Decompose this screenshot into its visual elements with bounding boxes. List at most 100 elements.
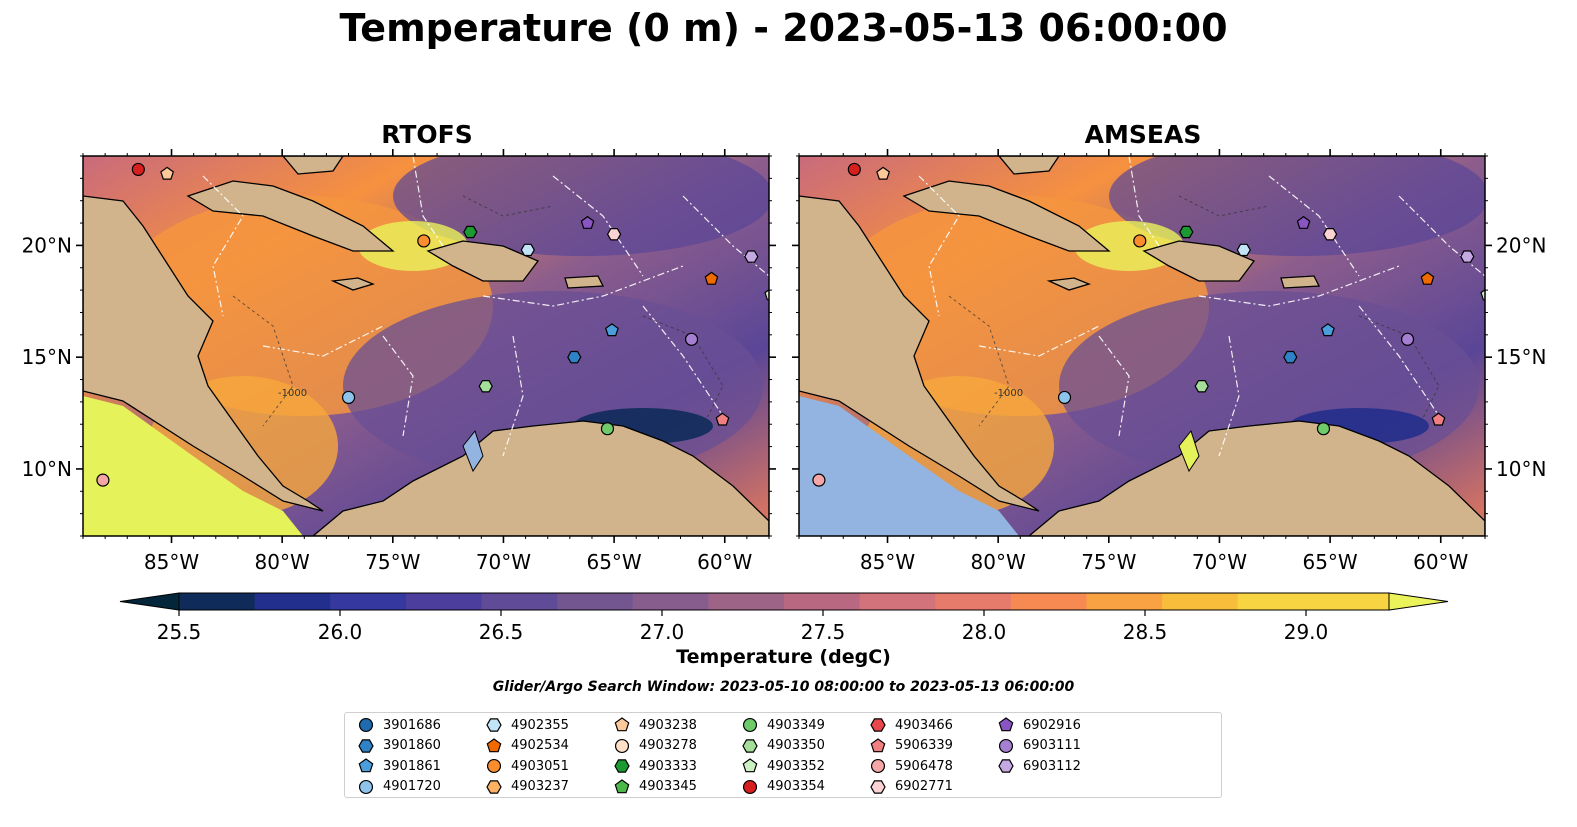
hexagon-marker-icon (486, 779, 502, 794)
legend-entry-4903278: 4903278 (613, 736, 697, 756)
legend-label: 6903112 (1023, 758, 1081, 774)
legend-marker (742, 779, 758, 794)
lon-tick-label: 60°W (1413, 550, 1468, 574)
legend-label: 3901860 (383, 738, 441, 753)
pentagon-marker-icon (742, 758, 758, 773)
observation-4903349 (1316, 422, 1331, 436)
colorbar-bin (1237, 593, 1314, 610)
pacific-ocean (799, 396, 1019, 536)
legend-entry-6903112: 6903112 (997, 756, 1081, 776)
lat-tick-label: 10°N (22, 457, 72, 481)
legend-label: 3901686 (383, 717, 441, 733)
legend-marker (358, 738, 374, 753)
legend-marker (614, 717, 630, 732)
legend-marker (358, 758, 374, 773)
eez-boundary (552, 175, 644, 277)
observation-6903111 (1400, 332, 1415, 346)
colorbar-bin (784, 593, 861, 610)
colorbar-bin (330, 593, 407, 610)
legend-entry-4903466: 4903466 (869, 715, 953, 735)
eez-boundary (1098, 335, 1130, 437)
figure-title: Temperature (0 m) - 2023-05-13 06:00:00 (339, 6, 1228, 50)
colorbar-bin (254, 593, 331, 610)
legend-label: 4903237 (511, 779, 569, 794)
circle-marker-icon (486, 758, 502, 774)
south-america (311, 420, 769, 536)
hexagon-marker-icon (742, 738, 758, 753)
observation-3901860 (567, 350, 582, 364)
eez-boundary (1398, 195, 1485, 277)
legend-label: 5906339 (895, 738, 953, 753)
colorbar-tick-label: 28.0 (962, 620, 1007, 640)
legend-entry-4903237: 4903237 (485, 777, 569, 797)
legend-marker (486, 718, 502, 732)
observation-4901720 (1057, 390, 1072, 404)
cuba (902, 180, 1111, 252)
legend-marker (870, 737, 886, 752)
legend-label: 6902771 (895, 779, 953, 794)
colorbar-bin (1313, 593, 1389, 610)
eez-boundary (1358, 305, 1440, 417)
legend-label: 4903466 (895, 717, 953, 733)
circle-marker-icon (614, 738, 630, 753)
bathymetry-label: -1000 (994, 388, 1023, 399)
legend-marker (998, 738, 1014, 753)
legend-label: 4903333 (639, 758, 697, 774)
colorbar-bin (935, 593, 1012, 610)
colorbar-label: Temperature (degC) (676, 646, 891, 668)
south-america (1027, 420, 1485, 536)
observation-4903333 (1179, 225, 1194, 239)
colorbar-bin (632, 593, 709, 610)
legend-marker (486, 737, 502, 752)
bathymetry-label: -1000 (278, 388, 307, 399)
legend-marker (358, 779, 374, 794)
eez-boundary (978, 325, 1100, 357)
florida-keys-bahamas (998, 156, 1060, 175)
legend-marker (998, 759, 1014, 773)
eez-boundary (502, 335, 524, 457)
legend-entry-4903238: 4903238 (613, 715, 697, 735)
eez-boundary (642, 305, 724, 417)
observation-4903238 (160, 166, 175, 180)
observation-5906339 (715, 412, 730, 426)
hexagon-marker-icon (486, 718, 502, 732)
legend-entry-4901720: 4901720 (357, 777, 441, 797)
hexagon-marker-icon (870, 718, 886, 732)
eez-boundary (682, 195, 769, 277)
lon-tick-label: 75°W (1081, 550, 1136, 574)
rtofs-map: -1000 85°W 80°W 75°W 70°W 65°W 60°W 20°N 15°N 10°… (22, 149, 776, 574)
jamaica (330, 277, 375, 291)
search-window-text: Glider/Argo Search Window: 2023-05-10 08… (492, 679, 1075, 695)
central-america (83, 195, 324, 512)
colorbar-frame (178, 592, 1390, 611)
circle-marker-icon (998, 738, 1014, 753)
observation-6903111 (684, 332, 699, 346)
lon-tick-label: 80°W (971, 550, 1026, 574)
legend-marker (614, 778, 630, 793)
legend-marker (998, 717, 1014, 732)
lat-tick-label: 10°N (1496, 457, 1546, 481)
legend-entry-4903345: 4903345 (613, 777, 697, 797)
legend-entry-4902355: 4902355 (485, 715, 569, 735)
legend-entry-5906478: 5906478 (869, 756, 953, 776)
hexagon-marker-icon (870, 779, 886, 794)
eez-boundary (1198, 265, 1400, 307)
pentagon-marker-icon (358, 758, 374, 773)
lon-tick-label: 70°W (1192, 550, 1247, 574)
legend-label: 3901861 (383, 758, 441, 774)
legend-marker (486, 758, 502, 774)
observation-4903352 (1480, 288, 1485, 301)
circle-marker-icon (742, 717, 758, 733)
puerto-rico (564, 275, 605, 289)
lon-tick-label: 80°W (255, 550, 310, 574)
legend-entry-4903333: 4903333 (613, 756, 697, 776)
colorbar-tick-label: 26.0 (318, 620, 363, 640)
legend-marker (870, 718, 886, 732)
lat-tick-label: 15°N (22, 345, 72, 369)
bathymetry-contour (462, 195, 554, 217)
legend-label: 5906478 (895, 758, 953, 774)
observation-4902355 (1236, 243, 1251, 257)
legend-label: 4902534 (511, 738, 569, 753)
observation-6903112 (1460, 250, 1475, 263)
observation-4902355 (520, 243, 535, 257)
